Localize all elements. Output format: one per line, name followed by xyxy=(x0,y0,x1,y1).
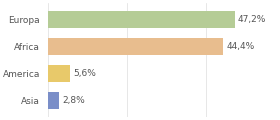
Text: 2,8%: 2,8% xyxy=(62,96,85,105)
Bar xyxy=(48,11,235,28)
Bar xyxy=(48,65,70,82)
Bar xyxy=(48,38,223,55)
Bar xyxy=(48,92,59,109)
Text: 5,6%: 5,6% xyxy=(73,69,96,78)
Text: 44,4%: 44,4% xyxy=(227,42,255,51)
Text: 47,2%: 47,2% xyxy=(238,15,266,24)
